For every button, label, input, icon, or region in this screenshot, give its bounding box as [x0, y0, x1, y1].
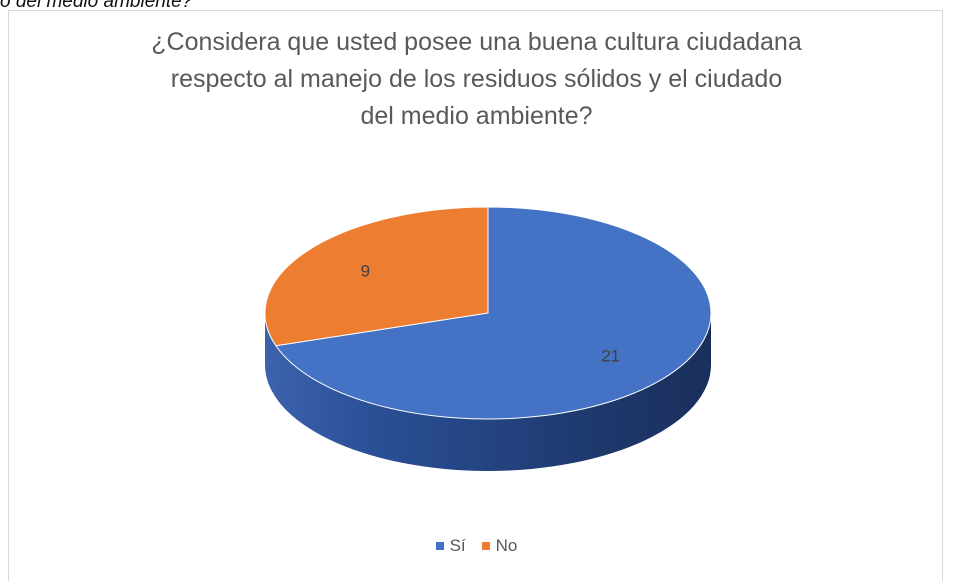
pie-slice-si [275, 206, 712, 420]
chart-title-line: del medio ambiente? [360, 102, 593, 130]
legend-label-no: No [495, 536, 518, 555]
legend-swatch-no [481, 542, 490, 550]
pie-side-wall-si [265, 313, 711, 471]
chart-title: ¿Considera que usted posee una buena cul… [0, 24, 953, 135]
legend-label-si: Sí [449, 536, 466, 555]
chart-title-line: ¿Considera que usted posee una buena cul… [151, 28, 802, 56]
data-label-no: 9 [361, 262, 370, 281]
pie-slice-no [264, 206, 489, 347]
chart-title-line: respecto al manejo de los residuos sólid… [170, 65, 783, 93]
page-caption-fragment: o del medio ambiente? [0, 0, 193, 12]
pie-side-wall [265, 313, 711, 471]
legend-item-si: Sí [435, 536, 466, 556]
pie-slices [264, 206, 712, 420]
data-label-si: 21 [601, 346, 620, 365]
legend-swatch-si [435, 542, 444, 550]
chart-legend: Sí No [0, 536, 953, 556]
pie-data-labels: 21 9 [361, 262, 621, 366]
legend-item-no: No [481, 536, 518, 556]
